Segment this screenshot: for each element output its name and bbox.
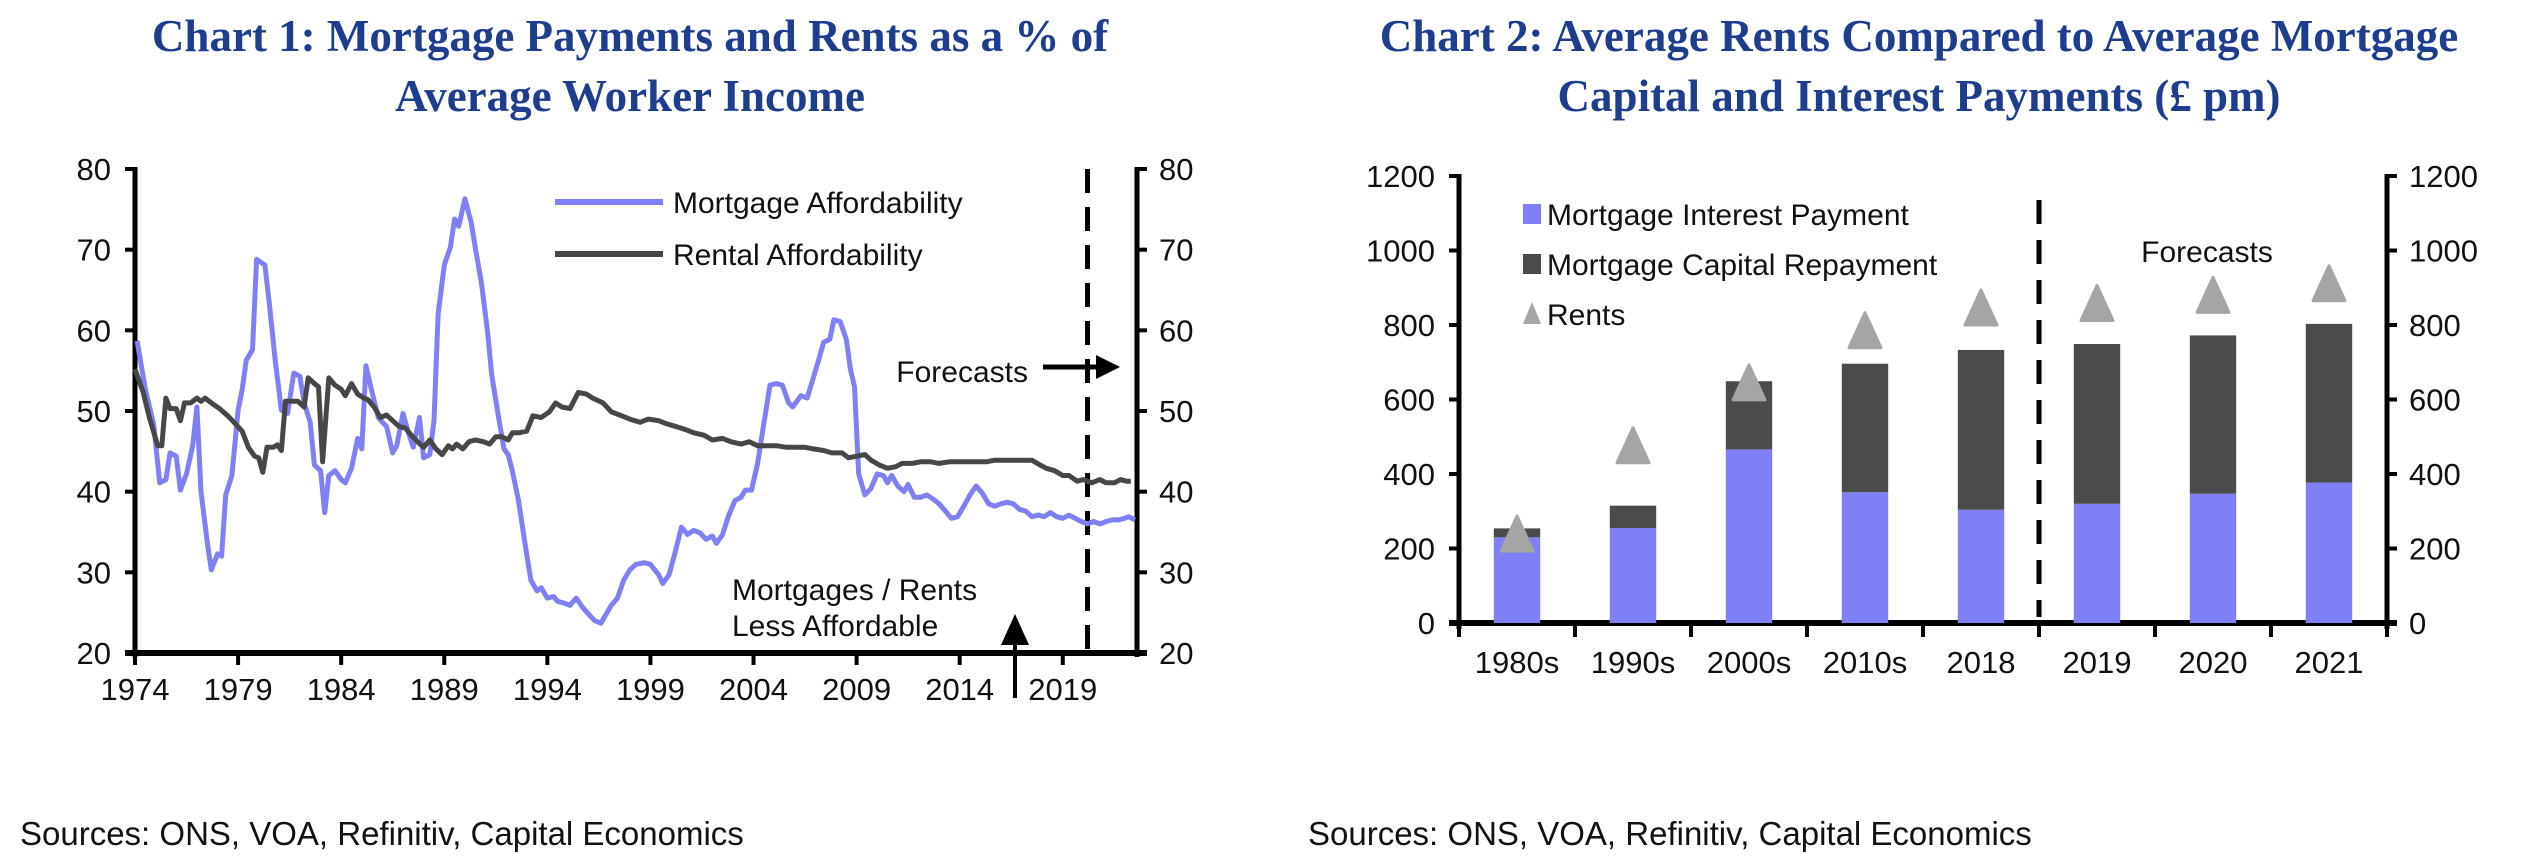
chart1-y-tick-label: 70: [77, 233, 111, 268]
chart2-x-tick-label: 2019: [2063, 645, 2132, 680]
chart1-title-line-1: Chart 1: Mortgage Payments and Rents as …: [151, 11, 1109, 61]
chart2-y-tick-label: 0: [1418, 606, 1435, 641]
rent-marker-1990s: [1615, 426, 1651, 465]
chart1-y-right-tick-label: 70: [1159, 233, 1193, 268]
legend-interest-swatch: [1523, 204, 1541, 224]
chart2-y-right-tick-label: 400: [2409, 457, 2461, 492]
chart2-title-line-2: Capital and Interest Payments (£ pm): [1557, 71, 2281, 121]
rent-marker-1980s: [1499, 514, 1535, 553]
bar-interest-1990s: [1609, 528, 1657, 623]
legend-rents-label: Rents: [1547, 299, 1625, 332]
chart2-x-tick-label: 2021: [2295, 645, 2364, 680]
chart1-y-right-tick-label: 40: [1159, 475, 1193, 510]
rent-marker-2019: [2079, 284, 2115, 323]
bar-capital-2021: [2305, 323, 2353, 483]
chart1-y-right-tick-label: 60: [1159, 313, 1193, 348]
chart1-y-right-tick-label: 50: [1159, 394, 1193, 429]
chart2-x-tick-label: 1990s: [1591, 645, 1675, 680]
chart1-y-right-tick-label: 20: [1159, 636, 1193, 671]
forecasts-arrow-head: [1096, 355, 1120, 379]
chart2-y-right-tick-label: 1000: [2409, 234, 2478, 269]
bar-interest-2010s: [1841, 492, 1889, 623]
chart1-y-tick-label: 30: [77, 555, 111, 590]
chart2-y-right-tick-label: 200: [2409, 532, 2461, 567]
chart2-x-tick-label: 1980s: [1475, 645, 1559, 680]
bar-interest-2019: [2073, 503, 2121, 623]
chart2-y-right-tick-label: 0: [2409, 606, 2426, 641]
chart1-x-tick-label: 1994: [513, 672, 582, 707]
mortgage-affordability-line: [134, 196, 1137, 626]
chart1-source: Sources: ONS, VOA, Refinitiv, Capital Ec…: [20, 815, 744, 852]
bar-interest-2000s: [1725, 449, 1773, 623]
chart2-plot: 0 200 400 600 800 1000 1200 0 200 400 600 800 1000 12…: [1366, 159, 2478, 680]
bar-capital-1990s: [1609, 505, 1657, 529]
chart2-y-tick-label: 800: [1383, 308, 1435, 343]
chart2-y-tick-label: 600: [1383, 383, 1435, 418]
chart2-x-tick-label: 2010s: [1823, 645, 1907, 680]
less-affordable-annotation-line-1: Mortgages / Rents: [732, 574, 977, 607]
chart2-x-tick-label: 2018: [1947, 645, 2016, 680]
chart1-plot: 20 30 40 50 60 70 80 20 30 40 50 60 70 80 1974 1979 1984…: [77, 152, 1194, 707]
chart1-y-tick-label: 40: [77, 475, 111, 510]
legend-mortgage-label: Mortgage Affordability: [673, 187, 963, 220]
chart2-y-right-tick-label: 800: [2409, 308, 2461, 343]
rent-marker-2018: [1963, 288, 1999, 327]
chart1-y-right-tick-label: 30: [1159, 555, 1193, 590]
chart1-y-tick-label: 60: [77, 313, 111, 348]
chart2-x-tick-label: 2000s: [1707, 645, 1791, 680]
chart1-x-tick-label: 2004: [719, 672, 788, 707]
legend-rents-swatch: [1523, 302, 1541, 324]
chart1-x-tick-label: 1999: [616, 672, 685, 707]
legend-rental-label: Rental Affordability: [673, 239, 923, 272]
chart2-y-tick-label: 1000: [1366, 234, 1435, 269]
chart1-y-tick-label: 50: [77, 394, 111, 429]
bar-interest-2020: [2189, 493, 2237, 623]
less-affordable-annotation-line-2: Less Affordable: [732, 610, 938, 643]
bar-interest-2021: [2305, 482, 2353, 623]
chart1-x-tick-label: 1979: [204, 672, 273, 707]
chart1-title: Chart 1: Mortgage Payments and Rents as …: [40, 6, 1220, 126]
rent-marker-2021: [2311, 264, 2347, 303]
bar-capital-2019: [2073, 343, 2121, 504]
bar-capital-2018: [1957, 349, 2005, 510]
chart2-y-tick-label: 400: [1383, 457, 1435, 492]
up-arrow-head: [1001, 614, 1029, 645]
chart1-title-line-2: Average Worker Income: [395, 71, 865, 121]
bar-interest-2018: [1957, 509, 2005, 623]
rent-marker-2010s: [1847, 311, 1883, 350]
forecasts-annotation: Forecasts: [896, 356, 1028, 389]
rent-marker-2000s: [1731, 363, 1767, 402]
chart1-x-tick-label: 1974: [101, 672, 170, 707]
chart2-source: Sources: ONS, VOA, Refinitiv, Capital Ec…: [1308, 815, 2032, 852]
legend-capital-label: Mortgage Capital Repayment: [1547, 249, 1938, 282]
rent-marker-2020: [2195, 275, 2231, 314]
rental-affordability-line: [132, 368, 1131, 486]
chart1-y-tick-label: 80: [77, 152, 111, 187]
chart1-y-tick-label: 20: [77, 636, 111, 671]
chart1-x-tick-label: 2014: [925, 672, 994, 707]
chart2-y-tick-label: 200: [1383, 532, 1435, 567]
chart2-x-tick-label: 2020: [2179, 645, 2248, 680]
chart2-y-right-tick-label: 600: [2409, 383, 2461, 418]
legend-interest-label: Mortgage Interest Payment: [1547, 199, 1910, 232]
chart1-x-tick-label: 1989: [410, 672, 479, 707]
chart2-forecasts-annotation: Forecasts: [2141, 236, 2273, 269]
legend-capital-swatch: [1523, 254, 1541, 274]
chart1-y-right-tick-label: 80: [1159, 152, 1193, 187]
chart2-title: Chart 2: Average Rents Compared to Avera…: [1300, 6, 2538, 126]
chart2-y-tick-label: 1200: [1366, 159, 1435, 194]
bar-capital-2010s: [1841, 363, 1889, 493]
chart1-x-tick-label: 1984: [307, 672, 376, 707]
chart1-x-tick-label: 2019: [1028, 672, 1097, 707]
bar-capital-2020: [2189, 335, 2237, 494]
chart2-y-right-tick-label: 1200: [2409, 159, 2478, 194]
chart2-title-line-1: Chart 2: Average Rents Compared to Avera…: [1379, 11, 2459, 61]
chart1-x-tick-label: 2009: [822, 672, 891, 707]
